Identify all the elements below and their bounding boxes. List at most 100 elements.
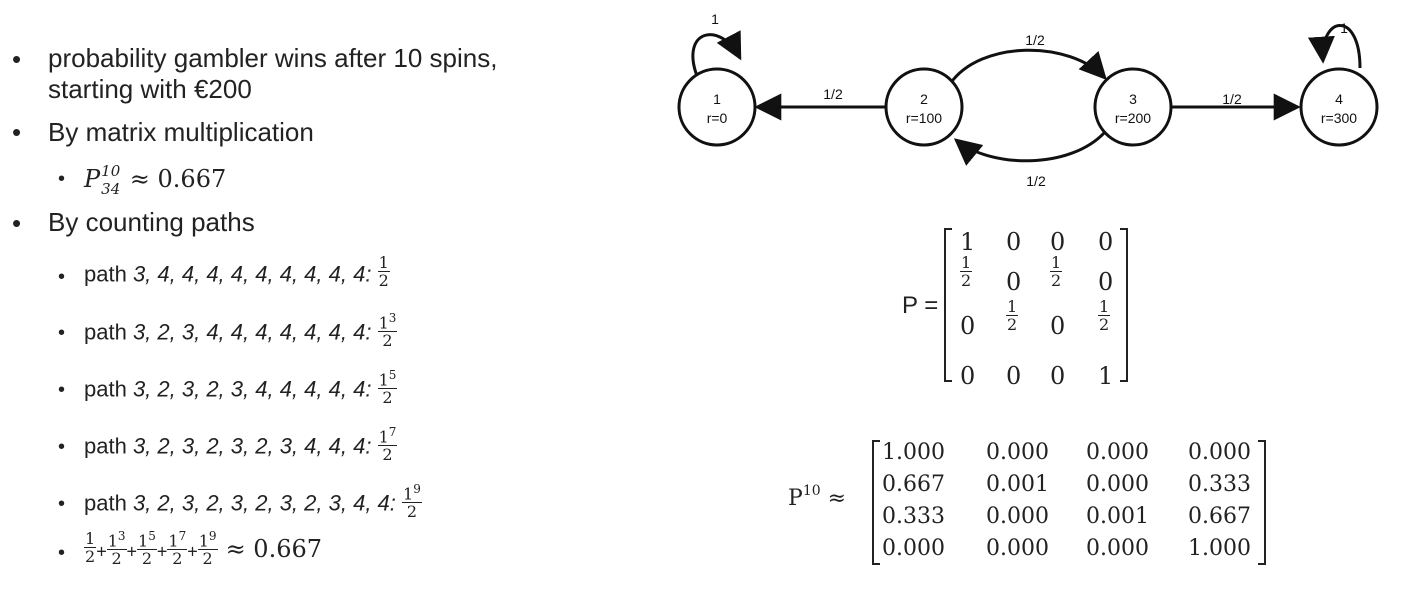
svg-text:2: 2: [920, 91, 928, 107]
matrix-p10-label: P10 ≈: [788, 483, 847, 511]
sum-of-paths: 1 2 +13 2 +15 2 +17 2 +19 2 ≈ 0.667: [84, 529, 323, 571]
path-probability: 13 2: [377, 311, 398, 351]
matrix-p-cell: 0: [1006, 228, 1022, 256]
edge-label-2-3: 1/2: [1025, 32, 1045, 48]
sub-bullet-marker: •: [58, 168, 66, 190]
path-prefix: path: [84, 433, 133, 459]
matrix-p10-cell: 0.333: [1188, 472, 1251, 497]
edge-4-self-loop: [1307, 24, 1362, 69]
matrix-p-cell: 0: [960, 362, 976, 390]
sum-result: ≈ 0.667: [225, 535, 323, 564]
matrix-p-cell: 1: [960, 228, 976, 256]
svg-text:4: 4: [1335, 91, 1343, 107]
matrix-p10: P10 ≈ 1.000 0.000 0.000 0.000 0.667 0.001 0.00…: [788, 438, 1278, 568]
matrix-p-cell: 0: [1098, 268, 1114, 296]
plus-sign: +: [96, 541, 107, 562]
edge-1-self-loop: [691, 30, 742, 77]
bullet-text-line: starting with €200: [48, 74, 252, 104]
markov-chain-diagram: 1 1/2 1/2 1/2 1/2 1 1 r=0 2 r=100 3 r=20…: [677, 11, 1379, 189]
path-sequence: 3, 4, 4, 4, 4, 4, 4, 4, 4, 4:: [132, 261, 372, 287]
edge-label-2-1: 1/2: [823, 86, 843, 102]
matrix-p-cell: 0: [960, 312, 976, 340]
sum-term: 15 2: [137, 529, 157, 569]
matrix-p10-cell: 0.000: [1086, 472, 1149, 497]
matrix-p-cell: 0: [1006, 362, 1022, 390]
matrix-p10-cell: 0.333: [882, 504, 945, 529]
path-sequence: 3, 2, 3, 2, 3, 2, 3, 4, 4, 4:: [132, 433, 372, 459]
state-node-2: 2 r=100: [884, 67, 964, 147]
svg-text:3: 3: [1129, 91, 1137, 107]
matrix-p10-cell: 0.667: [1188, 504, 1251, 529]
matrix-p-cell: 0: [1050, 228, 1066, 256]
sum-term: 17 2: [167, 529, 188, 569]
path-item: path 3, 2, 3, 2, 3, 2, 3, 4, 4, 4: 17 2: [84, 425, 398, 467]
bullet-text-line: probability gambler wins after 10 spins,: [48, 43, 498, 73]
matrix-p-cell: 0: [1050, 312, 1066, 340]
plus-sign: +: [156, 541, 168, 562]
matrix-p10-cell: 1.000: [1188, 536, 1251, 561]
matrix-p10-cell: 0.000: [1188, 440, 1251, 465]
p34-value: ≈ 0.667: [129, 165, 227, 193]
edge-label-1-1: 1: [711, 11, 719, 27]
plus-sign: +: [126, 541, 138, 562]
matrix-p10-cell: 0.000: [986, 504, 1049, 529]
bullet-marker: •: [12, 117, 22, 147]
path-prefix: path: [84, 490, 133, 516]
matrix-p10-cell: 0.001: [1086, 504, 1149, 529]
svg-text:r=0: r=0: [707, 110, 728, 126]
p10-exponent: 10: [802, 483, 821, 499]
bullet-counting-paths: By counting paths: [48, 207, 255, 237]
path-sequence: 3, 2, 3, 4, 4, 4, 4, 4, 4, 4:: [132, 319, 372, 345]
matrix-p10-cell: 0.667: [882, 472, 945, 497]
matrix-p10-cell: 0.000: [882, 536, 945, 561]
matrix-p-cell: 0: [1050, 362, 1066, 390]
matrix-p10-cell: 0.000: [986, 440, 1049, 465]
p-symbol: P: [84, 165, 101, 193]
bullet-list: • probability gambler wins after 10 spin…: [0, 0, 660, 609]
p34-result: P 10 34 ≈ 0.667: [84, 162, 227, 198]
edge-label-3-4: 1/2: [1222, 91, 1242, 107]
state-node-3: 3 r=200: [1093, 67, 1173, 147]
matrix-p10-cell: 0.000: [1086, 440, 1149, 465]
path-prefix: path: [84, 261, 133, 287]
sub-bullet-marker: •: [58, 493, 66, 515]
matrix-p-brackets: [944, 228, 1128, 382]
matrix-p10-cell: 0.001: [986, 472, 1049, 497]
sub-bullet-marker: •: [58, 379, 66, 401]
matrix-p10-cell: 1.000: [882, 440, 945, 465]
matrix-p10-cell: 0.000: [986, 536, 1049, 561]
state-node-4: 4 r=300: [1299, 67, 1379, 147]
sum-term: 13 2: [106, 529, 127, 569]
path-probability: 15 2: [377, 368, 398, 408]
sub-bullet-marker: •: [58, 322, 66, 344]
bullet-matrix-multiplication: By matrix multiplication: [48, 117, 314, 147]
svg-text:r=100: r=100: [906, 110, 942, 126]
bullet-marker: •: [12, 44, 22, 74]
svg-text:r=200: r=200: [1115, 110, 1151, 126]
plus-sign: +: [187, 541, 198, 562]
sub-bullet-marker: •: [58, 436, 66, 458]
path-probability: 17 2: [377, 425, 398, 465]
p10-approx: ≈: [827, 486, 847, 511]
p-subscript: 34: [101, 180, 121, 198]
path-prefix: path: [84, 376, 133, 402]
matrix-p-cell: 1: [1098, 362, 1114, 390]
path-sequence: 3, 2, 3, 2, 3, 2, 3, 2, 3, 4, 4:: [132, 490, 396, 516]
edge-label-4-4: 1: [1340, 20, 1348, 36]
state-node-1: 1 r=0: [677, 67, 757, 147]
matrix-p10-brackets: [872, 440, 1266, 565]
matrix-p10-cell: 0.000: [1086, 536, 1149, 561]
svg-text:r=300: r=300: [1321, 110, 1357, 126]
matrix-p-cell: 0: [1098, 228, 1114, 256]
edge-2-to-3: [948, 48, 1107, 85]
path-sequence: 3, 2, 3, 2, 3, 4, 4, 4, 4, 4:: [132, 376, 372, 402]
bullet-gambler-probability: probability gambler wins after 10 spins,…: [48, 43, 497, 105]
edge-3-to-2: [953, 130, 1107, 166]
sum-term: 19 2: [197, 529, 218, 569]
